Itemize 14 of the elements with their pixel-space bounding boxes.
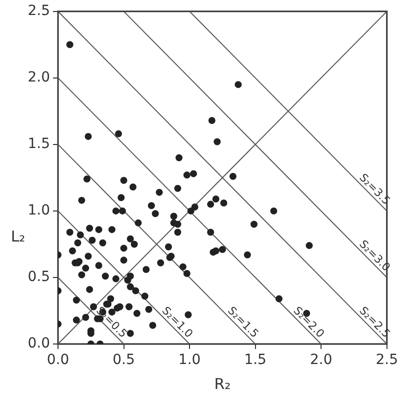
x-tick-label: 1.5	[244, 352, 266, 368]
x-tick-label: 2.0	[310, 352, 332, 368]
y-tick-label: 2.5	[28, 3, 50, 20]
x-tick-label: 0.0	[46, 352, 70, 368]
y-tick-label: 0.5	[28, 269, 50, 286]
y-tick-label: 1.0	[28, 202, 50, 219]
x-tick-label: 2.5	[376, 352, 398, 368]
y-tick-label: 1.5	[28, 136, 50, 152]
y-tick-label: 2.0	[28, 70, 50, 86]
y-tick-label: 0.0	[28, 336, 50, 352]
y-axis-title: L₂	[10, 228, 26, 246]
x-axis-title: R₂	[214, 374, 231, 393]
x-tick-label: 0.5	[112, 352, 135, 368]
x-tick-label: 1.0	[178, 352, 201, 368]
